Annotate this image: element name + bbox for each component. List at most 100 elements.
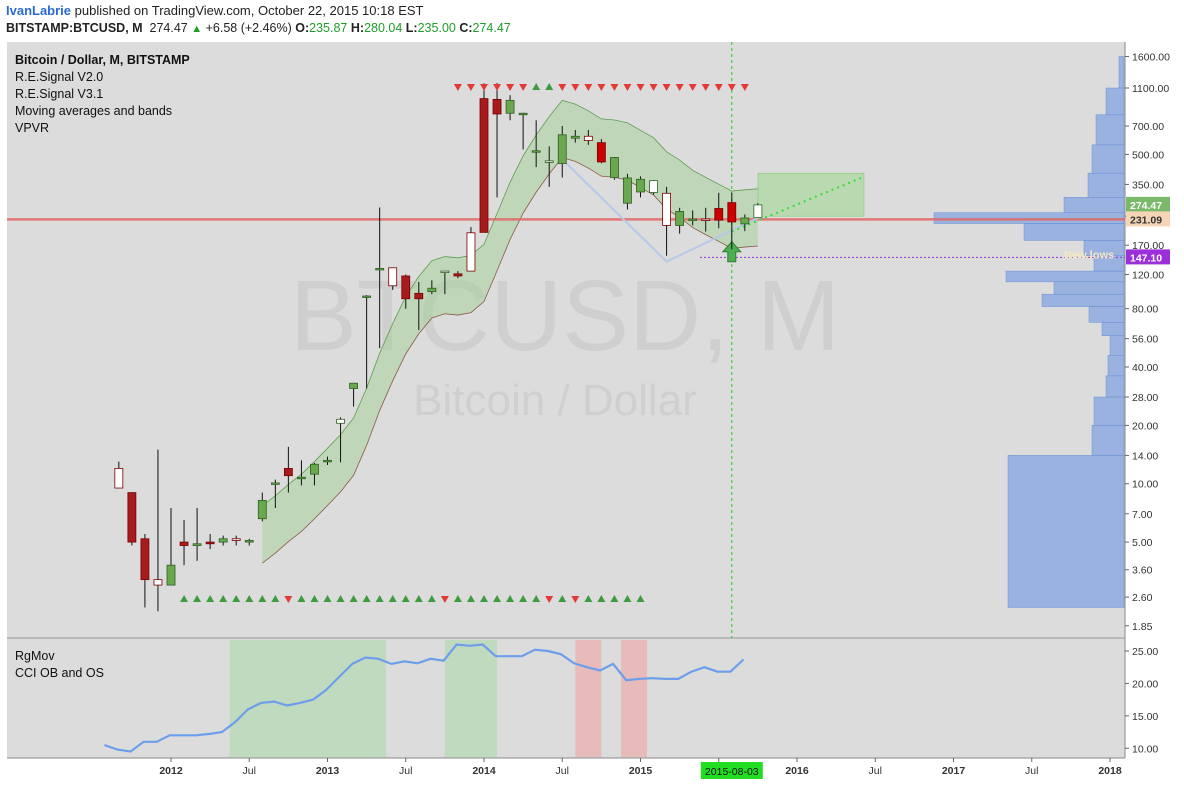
signal-top-triangle xyxy=(532,83,541,90)
candle-body xyxy=(205,541,215,545)
candle-body xyxy=(740,217,750,225)
price-tick-label: 20.00 xyxy=(1132,420,1158,432)
candle-body xyxy=(623,177,632,204)
header-line-1: IvanLabrie published on TradingView.com,… xyxy=(6,3,423,18)
close-label: C: xyxy=(459,21,473,35)
indicator-label-resignal2[interactable]: R.E.Signal V2.0 xyxy=(15,70,104,84)
vpvr-bar xyxy=(1041,293,1125,307)
price-tick-label: 170.00 xyxy=(1132,240,1164,252)
time-tick-label: 2016 xyxy=(785,765,809,777)
candle-body xyxy=(466,232,476,272)
signal-bottom-triangle xyxy=(440,596,449,603)
indicator-label-symbol[interactable]: Bitcoin / Dollar, M, BITSTAMP xyxy=(15,53,190,67)
vpvr-bar xyxy=(1105,87,1125,116)
vpvr-bar xyxy=(1095,114,1125,146)
indicator-label-rgmov[interactable]: RgMov xyxy=(15,649,55,663)
price-axis[interactable]: 1600.001100.00700.00500.00350.00240.0017… xyxy=(1125,51,1170,633)
signal-top-triangle xyxy=(584,84,593,91)
cci-zone xyxy=(575,640,602,757)
vpvr-bar xyxy=(1007,455,1125,608)
signal-bottom-triangle xyxy=(206,595,215,602)
candle-body xyxy=(127,492,137,543)
price-tag-label: 147.10 xyxy=(1130,252,1162,264)
signal-bottom-triangle xyxy=(519,595,528,602)
vpvr-bar xyxy=(1087,172,1125,198)
cci-zone xyxy=(444,640,498,757)
candle-body xyxy=(583,135,593,141)
price-change: +6.58 (+2.46%) xyxy=(205,21,292,35)
candle-body xyxy=(218,538,228,543)
candle-body xyxy=(401,275,411,300)
candle-body xyxy=(531,150,541,153)
vpvr-bar xyxy=(1091,144,1125,174)
vpvr-bar xyxy=(1101,322,1125,336)
candle-body xyxy=(544,160,554,163)
time-highlight-bg xyxy=(700,762,763,779)
candle-body xyxy=(649,180,658,193)
signal-bottom-triangle xyxy=(532,595,541,602)
rgmov-line xyxy=(104,643,745,753)
signal-bottom-triangle xyxy=(323,595,332,602)
candle-body xyxy=(270,482,280,485)
price-tags: 274.47 231.09 147.10 xyxy=(1126,196,1170,264)
candle-body xyxy=(727,202,737,223)
signal-bottom-triangle xyxy=(493,595,502,602)
ma-band-upper xyxy=(262,99,758,507)
signal-top-triangle xyxy=(558,84,567,91)
indicator-label-vpvr[interactable]: VPVR xyxy=(15,121,50,135)
signal-top-triangle xyxy=(636,84,645,91)
candle-body xyxy=(362,295,372,298)
low-label: L: xyxy=(405,21,418,35)
zigzag-path xyxy=(565,162,763,263)
candle-body xyxy=(753,204,763,219)
price-tick-label: 28.00 xyxy=(1132,392,1158,404)
candle-body xyxy=(414,292,424,300)
indicator-label-resignal3[interactable]: R.E.Signal V3.1 xyxy=(15,87,104,101)
signal-bottom-triangle xyxy=(284,596,293,603)
price-tick-label: 500.00 xyxy=(1132,149,1164,161)
author-link[interactable]: IvanLabrie xyxy=(6,3,72,18)
time-tick-label: 2017 xyxy=(942,765,966,777)
signal-bottom-triangle xyxy=(545,596,554,603)
close-value: 274.47 xyxy=(472,21,511,35)
published-text: published on TradingView.com, October 22… xyxy=(74,3,424,18)
price-tag-label: 231.09 xyxy=(1130,214,1162,226)
signal-bottom-triangle xyxy=(362,595,371,602)
candle-body xyxy=(283,467,293,477)
time-axis[interactable]: 2012Jul2013Jul2014Jul2015Jul2016Jul2017J… xyxy=(159,758,1122,779)
indicator-label-ma-bands[interactable]: Moving averages and bands xyxy=(15,104,173,118)
sub-tick-label: 20.00 xyxy=(1132,678,1158,690)
price-tick-label: 7.00 xyxy=(1132,509,1153,521)
signal-top-triangle xyxy=(506,84,515,91)
vpvr-bar xyxy=(1118,56,1125,89)
vpvr-bar xyxy=(1063,197,1125,213)
candle-body xyxy=(244,540,254,543)
time-tick-label: 2018 xyxy=(1098,765,1122,777)
vpvr-bar xyxy=(1023,223,1125,241)
low-value: 235.00 xyxy=(417,21,456,35)
signal-bottom-triangle xyxy=(623,595,632,602)
vpvr-bar xyxy=(1109,335,1125,356)
rgmov-pane: 25.00 20.00 15.00 10.00 xyxy=(104,640,1158,757)
signal-top-triangle xyxy=(493,84,502,91)
price-tick-label: 700.00 xyxy=(1132,121,1164,133)
candle-body xyxy=(310,463,319,475)
candle-body xyxy=(610,157,619,178)
signal-top-triangle xyxy=(597,84,606,91)
price-tick-label: 80.00 xyxy=(1132,304,1158,316)
signal-bottom-triangle xyxy=(558,595,567,602)
symbol-label[interactable]: BITSTAMP:BTCUSD, M xyxy=(6,21,143,35)
candle-body xyxy=(557,134,567,165)
price-tick-label: 1.85 xyxy=(1132,621,1153,633)
vpvr-bar xyxy=(1005,270,1125,283)
signal-top-triangle xyxy=(740,84,749,91)
price-tick-label: 10.00 xyxy=(1132,479,1158,491)
indicator-label-cci[interactable]: CCI OB and OS xyxy=(15,666,104,680)
signal-bottom-triangle xyxy=(610,595,619,602)
signal-bottom-triangle xyxy=(414,595,423,602)
time-tick-label: Jul xyxy=(556,765,569,777)
watermark-name: Bitcoin / Dollar xyxy=(413,376,697,425)
overlays: New lows xyxy=(7,42,1125,638)
chart-header: IvanLabrie published on TradingView.com,… xyxy=(0,0,1184,40)
